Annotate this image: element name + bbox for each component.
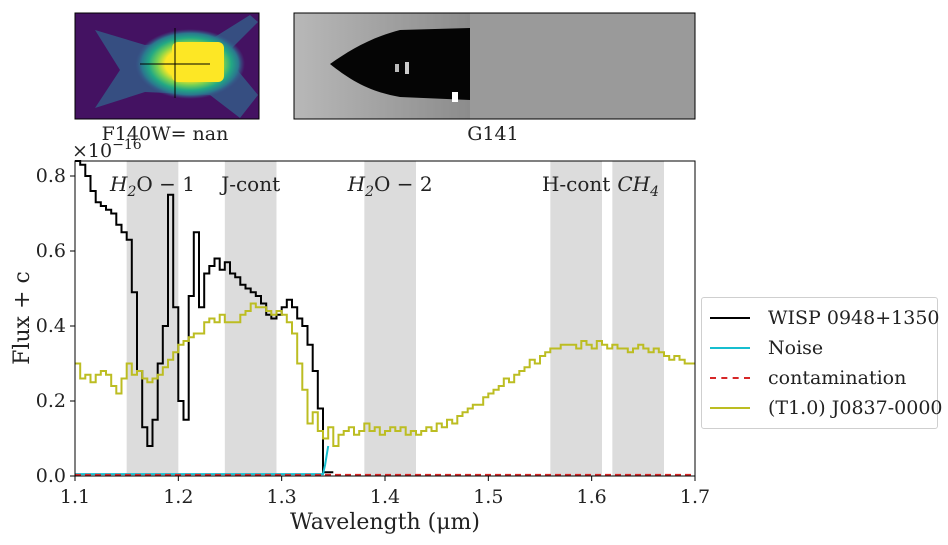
legend-item-wisp: WISP 0948+1350 xyxy=(710,303,940,333)
feature-band-labels: H2O − 1 J-cont H2O − 2 H-cont CH4 xyxy=(109,172,659,200)
x-tick-label-3: 1.4 xyxy=(370,486,400,508)
spectrum-series xyxy=(75,160,695,476)
band-label-3: H-cont xyxy=(542,172,610,196)
legend-label-noise: Noise xyxy=(768,337,824,359)
x-tick-label-0: 1.1 xyxy=(60,486,90,508)
band-label-2: H2O − 2 xyxy=(347,172,433,200)
y-tick-label-4: 0.8 xyxy=(36,165,66,187)
band-label-0: H2O − 1 xyxy=(109,172,195,200)
direct-image-panel xyxy=(74,12,260,120)
x-tick-label-6: 1.7 xyxy=(680,486,710,508)
y-tick-label-0: 0.0 xyxy=(36,465,66,487)
x-axis-ticks: 1.1 1.2 1.3 1.4 1.5 1.6 1.7 xyxy=(60,476,710,508)
series-line-0 xyxy=(75,160,334,474)
y-axis-ticks: 0.0 0.2 0.4 0.6 0.8 xyxy=(36,165,75,487)
grism-image-panel xyxy=(293,12,696,120)
series-line-1 xyxy=(75,445,330,476)
x-tick-label-4: 1.5 xyxy=(473,486,503,508)
legend-swatch-template xyxy=(710,407,750,409)
x-tick-label-2: 1.3 xyxy=(267,486,297,508)
direct-image-label: F140W= nan xyxy=(102,123,229,145)
y-axis-label: Flux + c xyxy=(10,271,35,365)
legend-label-template: (T1.0) J0837-0000 xyxy=(768,397,943,419)
legend-swatch-noise xyxy=(710,347,750,349)
legend-item-contamination: contamination xyxy=(710,363,906,393)
band-1 xyxy=(224,161,277,476)
feature-bands xyxy=(126,161,664,476)
legend-item-template: (T1.0) J0837-0000 xyxy=(710,393,943,423)
legend: WISP 0948+1350 Noise contamination (T1.0… xyxy=(701,297,943,429)
series-line-3 xyxy=(75,302,695,447)
band-4 xyxy=(612,161,664,476)
legend-label-contamination: contamination xyxy=(768,367,907,389)
y-tick-label-3: 0.6 xyxy=(36,240,66,262)
band-label-4: CH4 xyxy=(617,172,659,200)
band-2 xyxy=(364,161,416,476)
legend-item-noise: Noise xyxy=(710,333,823,363)
y-tick-label-2: 0.4 xyxy=(36,315,66,337)
band-3 xyxy=(550,161,602,476)
legend-label-wisp: WISP 0948+1350 xyxy=(768,307,940,329)
x-axis-label: Wavelength (μm) xyxy=(290,510,480,535)
y-scale-factor: ×10−16 xyxy=(72,137,142,162)
legend-swatch-contamination xyxy=(710,377,750,379)
x-tick-label-5: 1.6 xyxy=(577,486,607,508)
legend-swatch-wisp xyxy=(710,317,750,319)
grism-image-label: G141 xyxy=(467,123,518,145)
band-label-1: J-cont xyxy=(219,172,280,196)
x-tick-label-1: 1.2 xyxy=(163,486,193,508)
y-tick-label-1: 0.2 xyxy=(36,390,66,412)
